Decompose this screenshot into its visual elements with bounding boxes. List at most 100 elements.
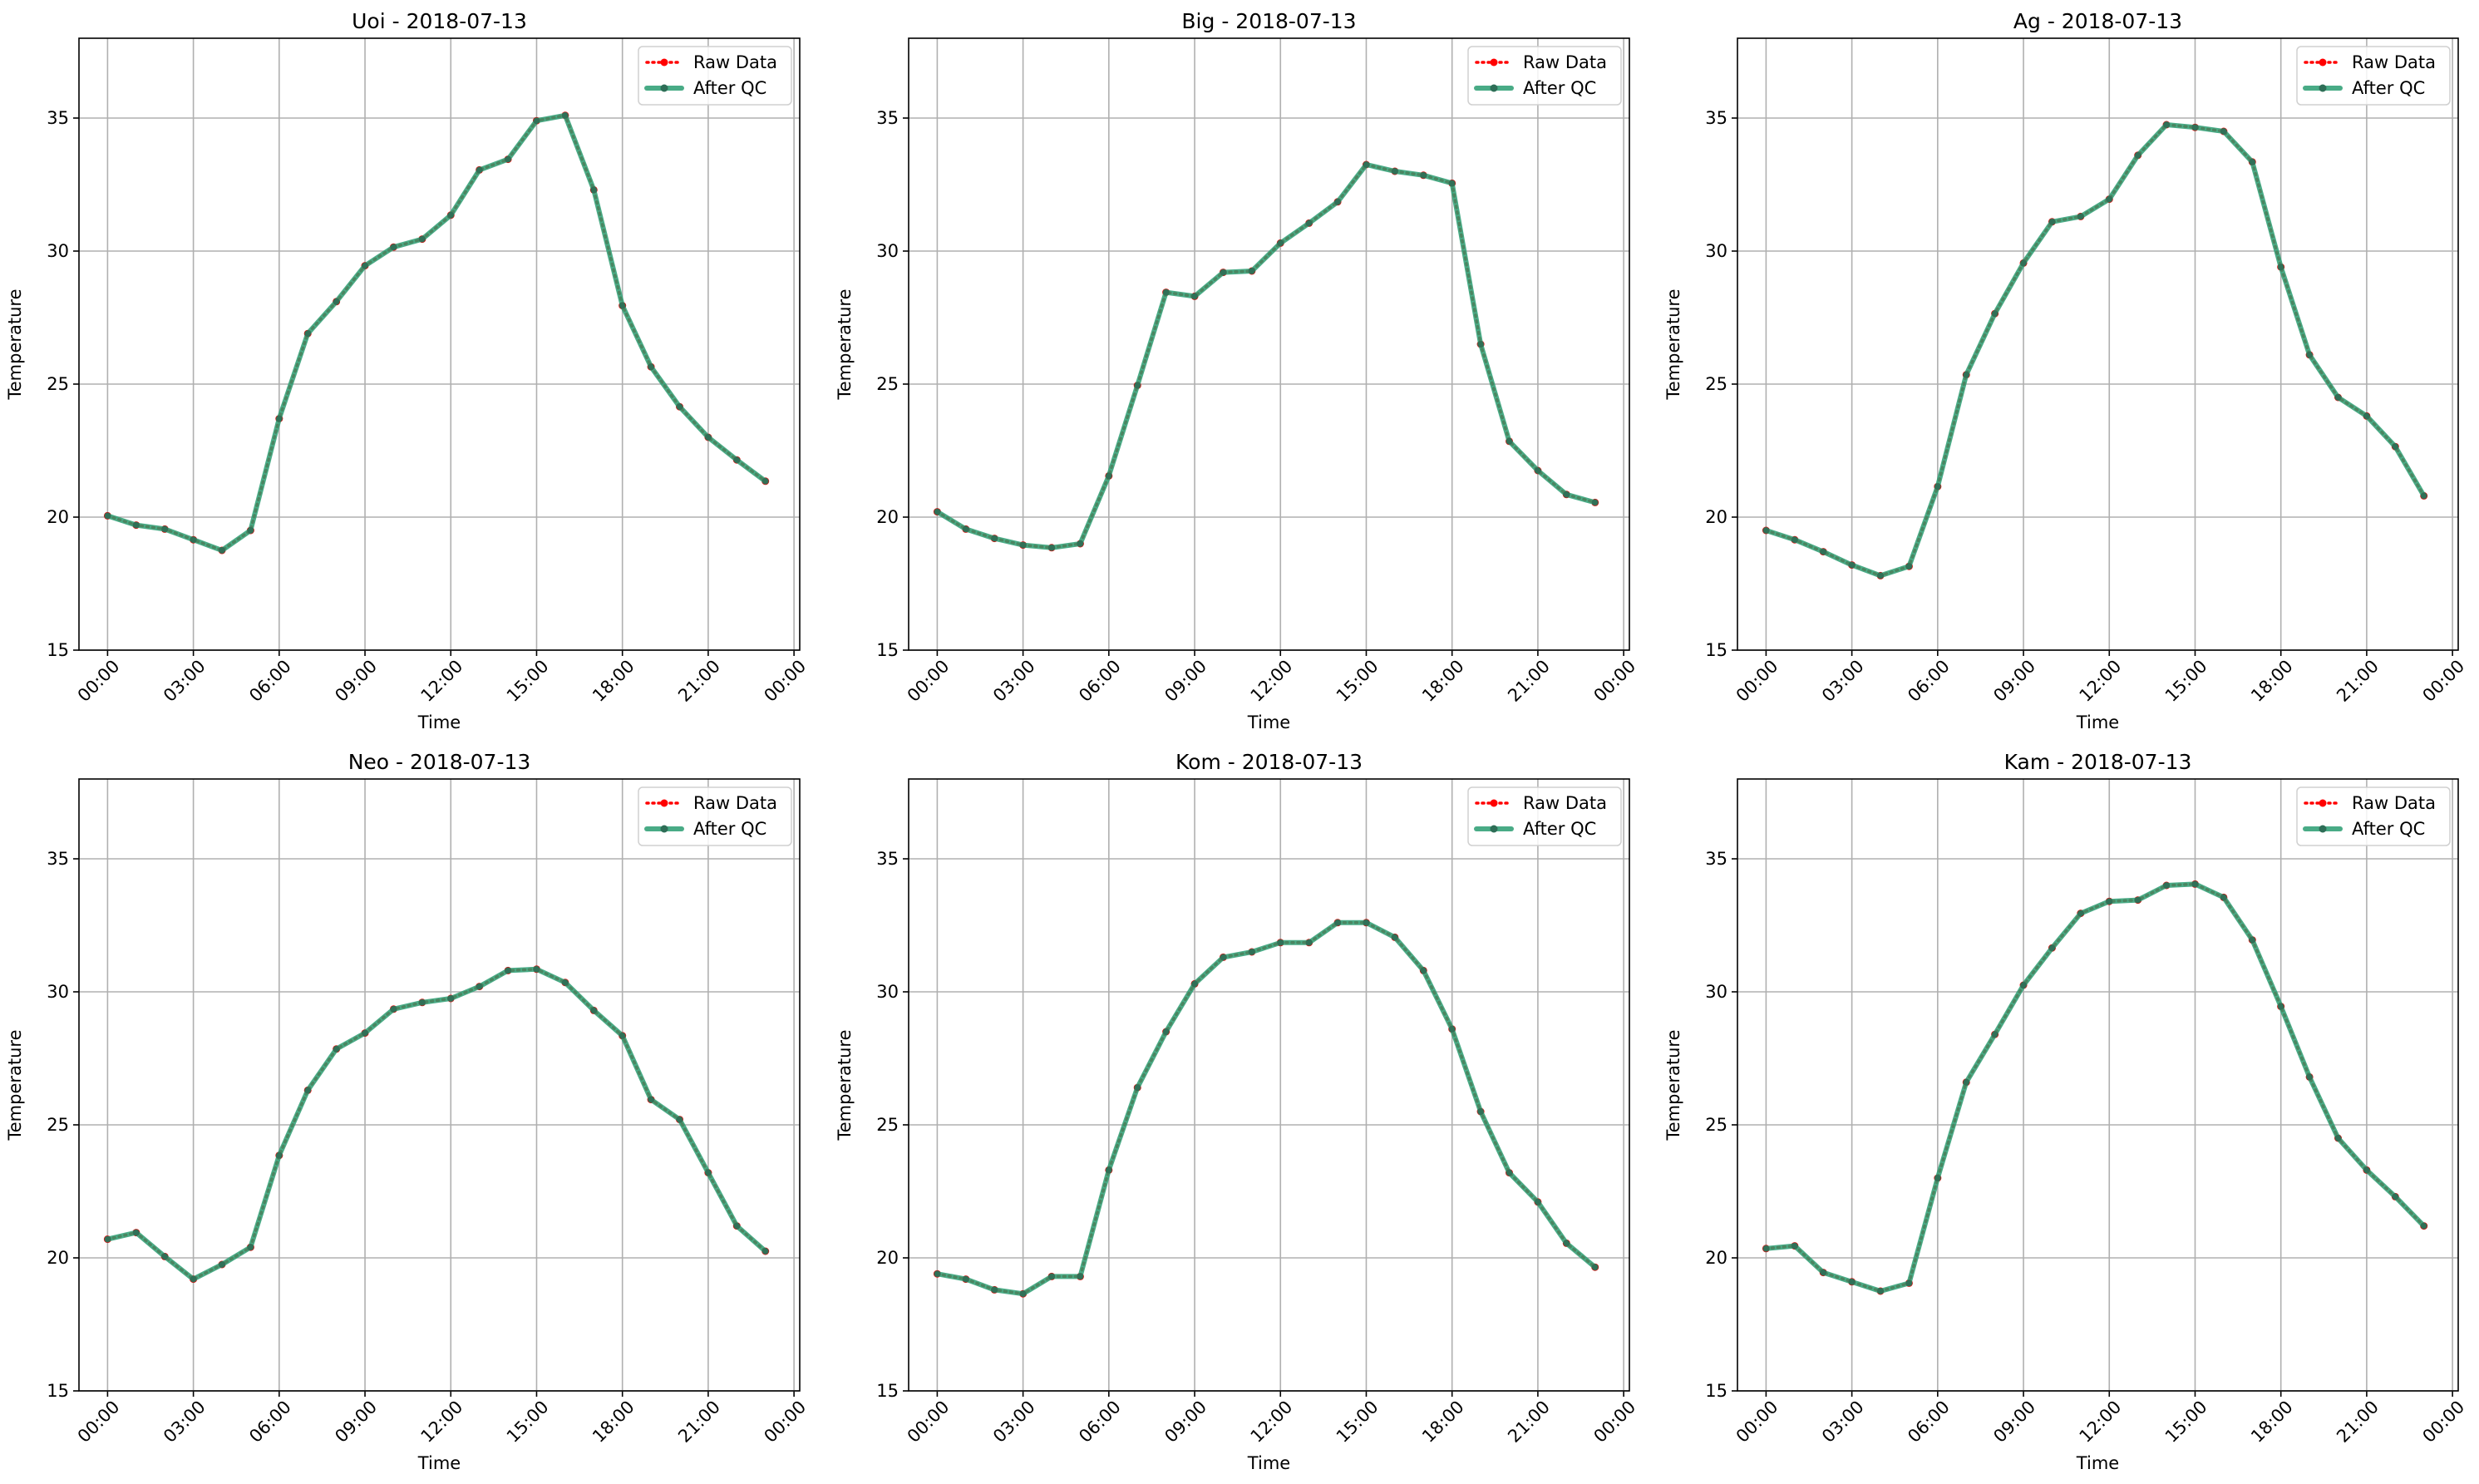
data-point-after-qc: [505, 155, 512, 163]
series-line-raw: [1764, 882, 2426, 1293]
legend-marker: [2319, 58, 2327, 67]
data-point-after-qc: [1563, 1240, 1570, 1247]
legend-marker: [660, 84, 668, 92]
data-point-after-qc: [733, 456, 741, 464]
y-tick-label: 35: [876, 108, 899, 128]
data-point-after-qc: [1963, 1078, 1970, 1086]
series-line-after-qc: [934, 919, 1598, 1297]
data-point-after-qc: [333, 298, 340, 305]
data-point-after-qc: [648, 363, 655, 371]
data-point-after-qc: [2392, 443, 2399, 451]
legend-marker: [1490, 799, 1498, 807]
y-tick-label: 35: [47, 849, 69, 869]
y-tick-label: 35: [1705, 108, 1727, 128]
y-tick-label: 15: [47, 1381, 69, 1401]
data-point-after-qc: [676, 1116, 683, 1123]
legend-marker: [1490, 825, 1498, 833]
data-point-after-qc: [2363, 412, 2370, 420]
y-tick-label: 20: [1705, 507, 1727, 527]
series-line-after-qc: [1763, 122, 2427, 579]
data-point-after-qc: [1191, 293, 1199, 300]
legend-label: Raw Data: [1523, 793, 1607, 813]
legend-marker: [660, 58, 668, 67]
x-tick-label: 21:00: [1504, 656, 1554, 706]
x-tick-label: 00:00: [1732, 656, 1782, 706]
data-point-after-qc: [104, 1235, 111, 1243]
chart-panel: 00:00 03:00 06:00 09:00 12:00 15:00 18:00 21:00…: [835, 9, 1639, 732]
y-tick-label: 25: [876, 1115, 899, 1135]
data-point-after-qc: [418, 998, 426, 1006]
data-point-after-qc: [390, 1005, 397, 1013]
y-tick-label: 25: [1705, 374, 1727, 394]
data-point-after-qc: [1105, 1166, 1112, 1174]
data-point-after-qc: [1277, 939, 1284, 946]
data-point-after-qc: [2106, 898, 2113, 905]
data-point-after-qc: [733, 1222, 741, 1230]
y-axis-label: Temperature: [1663, 288, 1683, 400]
x-tick-label: 18:00: [589, 656, 638, 706]
data-point-after-qc: [1019, 541, 1027, 549]
axes-frame: [908, 37, 1630, 651]
data-point-after-qc: [1791, 1242, 1798, 1250]
y-tick-label: 35: [1705, 849, 1727, 869]
data-point-after-qc: [934, 508, 941, 515]
y-axis-label: Temperature: [835, 1029, 855, 1141]
x-tick-label: 18:00: [589, 1397, 638, 1447]
x-tick-label: 12:00: [1247, 1397, 1297, 1447]
chart-panel: 00:00 03:00 06:00 09:00 12:00 15:00 18:00 21:00…: [835, 750, 1639, 1473]
y-tick-label: 30: [1705, 241, 1727, 261]
axes-frame: [1737, 778, 2459, 1392]
y-tick-label: 35: [47, 108, 69, 128]
data-point-after-qc: [2163, 121, 2171, 128]
data-point-after-qc: [561, 111, 569, 119]
data-point-after-qc: [161, 1253, 169, 1260]
legend-label: Raw Data: [2352, 52, 2436, 72]
data-point-after-qc: [1820, 1269, 1827, 1276]
data-point-after-qc: [2020, 259, 2028, 267]
data-point-after-qc: [1506, 437, 1513, 445]
x-tick-label: 15:00: [1333, 1397, 1382, 1447]
axes-frame: [78, 778, 801, 1392]
data-point-after-qc: [1563, 491, 1570, 498]
data-point-after-qc: [2277, 264, 2284, 271]
data-point-after-qc: [533, 965, 540, 973]
legend-marker: [2319, 799, 2327, 807]
y-tick-label: 20: [47, 507, 69, 527]
x-axis-label: Time: [2076, 1453, 2119, 1473]
data-point-after-qc: [1077, 1273, 1084, 1280]
data-point-after-qc: [1877, 572, 1885, 579]
data-point-after-qc: [1391, 168, 1398, 175]
data-point-after-qc: [1162, 1028, 1170, 1035]
data-point-after-qc: [962, 525, 969, 533]
x-axis-label: Time: [1247, 1453, 1290, 1473]
axes-frame: [1737, 37, 2459, 651]
data-point-after-qc: [1220, 269, 1227, 276]
data-point-after-qc: [2334, 1135, 2342, 1141]
series-line-raw: [935, 163, 1597, 550]
x-tick-label: 12:00: [417, 656, 467, 706]
x-tick-label: 18:00: [2247, 656, 2297, 706]
data-point-after-qc: [2048, 218, 2056, 225]
x-tick-label: 21:00: [674, 656, 724, 706]
data-point-after-qc: [132, 521, 140, 529]
legend-marker: [660, 825, 668, 833]
data-point-after-qc: [1363, 919, 1370, 926]
data-point-after-qc: [219, 547, 226, 554]
x-tick-label: 00:00: [1589, 656, 1639, 706]
y-tick-label: 35: [876, 849, 899, 869]
data-point-after-qc: [304, 1087, 312, 1094]
data-point-after-qc: [390, 244, 397, 251]
data-point-after-qc: [1420, 171, 1427, 179]
x-axis-label: Time: [1247, 712, 1290, 732]
data-point-after-qc: [676, 403, 683, 411]
legend-label: After QC: [2352, 78, 2425, 98]
legend-label: After QC: [693, 78, 766, 98]
data-point-after-qc: [1048, 544, 1056, 551]
data-point-after-qc: [2392, 1193, 2399, 1201]
chart-panel: 00:00 03:00 06:00 09:00 12:00 15:00 18:00 21:00…: [5, 750, 810, 1473]
data-point-after-qc: [1363, 161, 1370, 168]
data-point-after-qc: [1591, 499, 1599, 506]
data-point-after-qc: [1934, 483, 1941, 491]
data-point-after-qc: [704, 1169, 712, 1176]
y-tick-label: 20: [1705, 1248, 1727, 1268]
